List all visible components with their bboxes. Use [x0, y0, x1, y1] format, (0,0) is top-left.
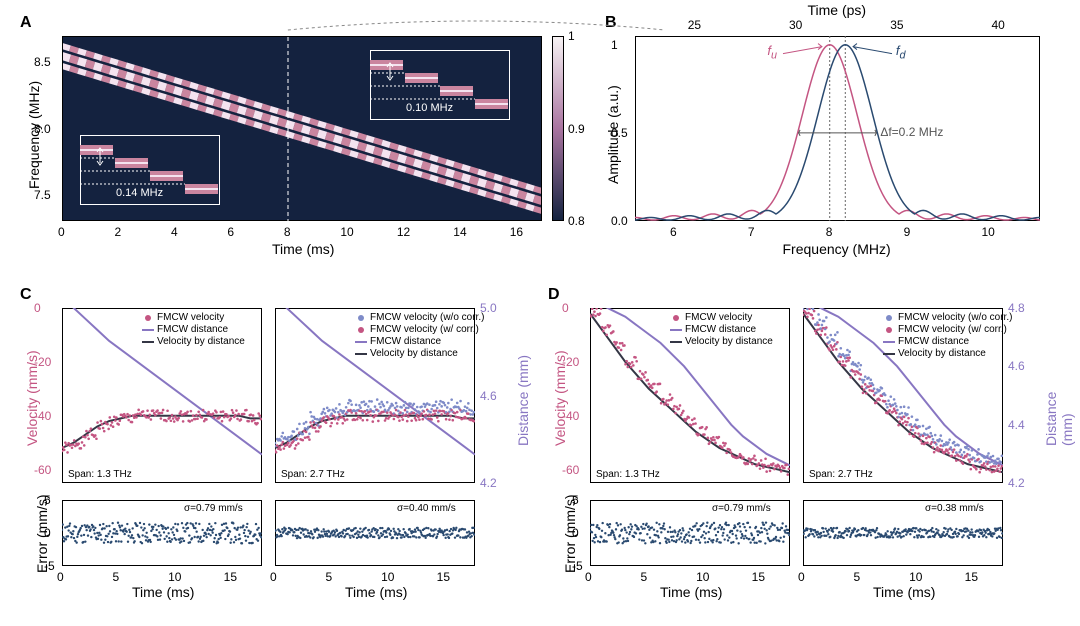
err-xtick: 5: [113, 570, 120, 584]
panel-a-xtick: 10: [340, 225, 353, 239]
legend-text: FMCW velocity: [157, 312, 224, 324]
panel-a-ytick: 7.5: [34, 188, 51, 202]
d-err-ylabel: Error (mm/s): [562, 494, 578, 573]
c-dist-ylabel: Distance (mm): [515, 354, 531, 445]
panel-a-xtick: 4: [171, 225, 178, 239]
span-label: Span: 2.7 THz: [809, 469, 873, 480]
dist-ytick: 4.6: [480, 389, 497, 403]
legend-text: FMCW distance: [370, 336, 441, 348]
inset-caption: 0.10 MHz: [406, 102, 453, 114]
vel-ytick: -60: [562, 463, 579, 477]
dist-ytick: 4.4: [1008, 418, 1025, 432]
err-xtick: 15: [224, 570, 237, 584]
err-xtick: 10: [168, 570, 181, 584]
colorbar-tick: 0.8: [568, 214, 585, 228]
err-xtick: 0: [57, 570, 64, 584]
vel-ytick: 0: [562, 301, 569, 315]
d-dist-ylabel: Distance (mm): [1043, 391, 1075, 445]
err-xtick: 0: [798, 570, 805, 584]
legend-text: FMCW velocity (w/o corr.): [370, 312, 484, 324]
legend-text: FMCW distance: [157, 324, 228, 336]
panel-a-xlabel: Time (ms): [272, 241, 334, 257]
panel-a-xtick: 0: [58, 225, 65, 239]
err-xtick: 15: [752, 570, 765, 584]
panel-c-label: C: [20, 286, 32, 304]
sigma-label: σ=0.38 mm/s: [925, 503, 984, 514]
legend-text: FMCW distance: [898, 336, 969, 348]
legend-text: FMCW distance: [685, 324, 756, 336]
span-label: Span: 1.3 THz: [596, 469, 660, 480]
colorbar-tick: 0.9: [568, 122, 585, 136]
legend-swatch: [883, 353, 895, 355]
legend-swatch: [670, 329, 682, 331]
legend-swatch: [883, 341, 895, 343]
legend-text: FMCW velocity (w/ corr.): [370, 324, 479, 336]
legend-text: Velocity by distance: [157, 336, 245, 348]
legend-swatch: [142, 329, 154, 331]
dist-ytick: 4.6: [1008, 359, 1025, 373]
legend-text: FMCW velocity: [685, 312, 752, 324]
err-xtick: 5: [326, 570, 333, 584]
err-xlabel: Time (ms): [345, 584, 407, 600]
fu-label: fu: [767, 43, 777, 62]
err-xtick: 10: [909, 570, 922, 584]
err-xtick: 5: [854, 570, 861, 584]
panel-b-xtick: 10: [981, 225, 994, 239]
panel-a-xtick: 2: [114, 225, 121, 239]
legend-swatch: [142, 341, 154, 343]
err-xtick: 10: [381, 570, 394, 584]
legend-text: FMCW velocity (w/o corr.): [898, 312, 1012, 324]
err-xtick: 10: [696, 570, 709, 584]
panel-a-ylabel: Frequency (MHz): [26, 80, 42, 188]
span-label: Span: 1.3 THz: [68, 469, 132, 480]
legend-text: Velocity by distance: [898, 348, 986, 360]
panel-a-ytick: 8.5: [34, 55, 51, 69]
err-xtick: 5: [641, 570, 648, 584]
sigma-label: σ=0.40 mm/s: [397, 503, 456, 514]
panel-b-ytick: 0.0: [611, 214, 628, 228]
panel-a-xtick: 16: [510, 225, 523, 239]
span-label: Span: 2.7 THz: [281, 469, 345, 480]
panel-b-ylabel: Amplitude (a.u.): [605, 85, 621, 184]
panel-a-xtick: 6: [227, 225, 234, 239]
legend-swatch: [670, 341, 682, 343]
fd-label: fd: [896, 43, 906, 62]
colorbar: [552, 36, 564, 221]
dist-ytick: 4.2: [480, 476, 497, 490]
err-xtick: 0: [585, 570, 592, 584]
legend-swatch: [355, 353, 367, 355]
legend-text: Velocity by distance: [370, 348, 458, 360]
legend-text: FMCW velocity (w/ corr.): [898, 324, 1007, 336]
panel-b-xtick: 7: [748, 225, 755, 239]
err-xlabel: Time (ms): [660, 584, 722, 600]
panel-a-xtick: 12: [397, 225, 410, 239]
panel-b-xtick: 8: [826, 225, 833, 239]
err-xtick: 15: [437, 570, 450, 584]
sigma-label: σ=0.79 mm/s: [184, 503, 243, 514]
c-vel-ylabel: Velocity (mm/s): [24, 350, 40, 446]
vel-ytick: -60: [34, 463, 51, 477]
inset-caption: 0.14 MHz: [116, 187, 163, 199]
err-xtick: 0: [270, 570, 277, 584]
panel-b-xlabel: Frequency (MHz): [783, 241, 891, 257]
figure-root: ABCD02468101214167.58.08.5Frequency (MHz…: [0, 0, 1080, 626]
c-err-ylabel: Error (mm/s): [34, 494, 50, 573]
vel-ytick: 0: [34, 301, 41, 315]
err-xlabel: Time (ms): [132, 584, 194, 600]
deltaf-label: Δf=0.2 MHz: [880, 125, 943, 139]
err-xlabel: Time (ms): [873, 584, 935, 600]
panel-a-xtick: 14: [453, 225, 466, 239]
legend-text: Velocity by distance: [685, 336, 773, 348]
legend-swatch: [355, 341, 367, 343]
panel-b-xtick: 6: [670, 225, 677, 239]
panel-a-xtick: 8: [284, 225, 291, 239]
dist-ytick: 4.2: [1008, 476, 1025, 490]
sigma-label: σ=0.79 mm/s: [712, 503, 771, 514]
err-xtick: 15: [965, 570, 978, 584]
d-vel-ylabel: Velocity (mm/s): [552, 350, 568, 446]
panel-d-label: D: [548, 286, 560, 304]
panel-b-xtick: 9: [904, 225, 911, 239]
